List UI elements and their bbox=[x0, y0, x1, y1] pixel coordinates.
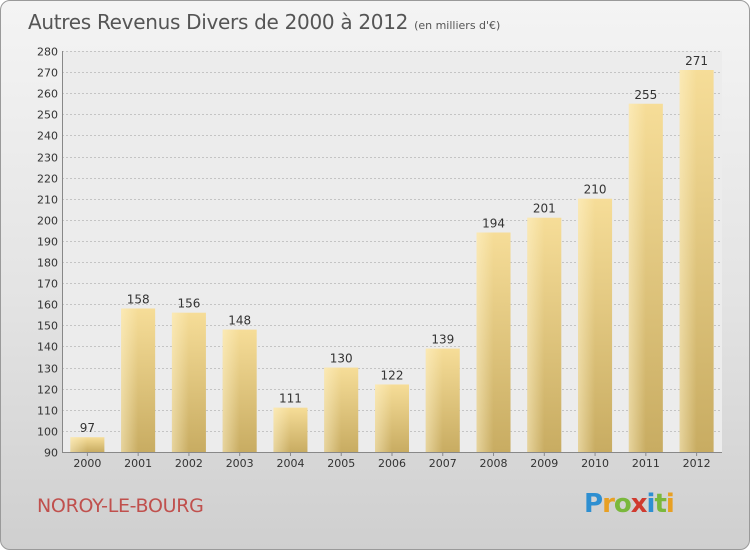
data-label: 210 bbox=[584, 183, 607, 197]
x-tick-label: 2005 bbox=[327, 457, 355, 470]
bar-highlight bbox=[324, 367, 342, 452]
logo-letter: P bbox=[584, 489, 603, 519]
y-tick-label: 220 bbox=[37, 173, 58, 186]
bar-highlight bbox=[578, 198, 596, 452]
x-tick-label: 2004 bbox=[276, 457, 304, 470]
proxiti-logo: Proxiti bbox=[584, 489, 675, 519]
data-label: 271 bbox=[685, 54, 708, 68]
logo-letter: i bbox=[646, 489, 656, 519]
data-label: 111 bbox=[279, 392, 302, 406]
y-tick-label: 150 bbox=[37, 320, 58, 333]
x-tick-label: 2007 bbox=[429, 457, 457, 470]
bar-highlight bbox=[70, 437, 88, 452]
data-label: 122 bbox=[381, 368, 404, 382]
y-tick-label: 270 bbox=[37, 67, 58, 80]
y-tick-label: 100 bbox=[37, 426, 58, 439]
x-tick-label: 2009 bbox=[530, 457, 558, 470]
data-label: 156 bbox=[177, 297, 200, 311]
y-tick-label: 90 bbox=[44, 447, 58, 460]
y-tick-label: 120 bbox=[37, 384, 58, 397]
bar-highlight bbox=[375, 384, 392, 452]
y-tick-label: 160 bbox=[37, 299, 58, 312]
data-label: 130 bbox=[330, 352, 353, 366]
data-label: 148 bbox=[228, 314, 251, 328]
y-tick-label: 140 bbox=[37, 341, 58, 354]
bar-highlight bbox=[527, 217, 545, 452]
bar-highlight bbox=[171, 312, 189, 452]
chart-subtitle: (en milliers d'€) bbox=[414, 19, 501, 32]
y-tick-label: 240 bbox=[37, 130, 58, 143]
x-tick-label: 2003 bbox=[226, 457, 254, 470]
y-tick-label: 230 bbox=[37, 152, 58, 165]
y-tick-label: 210 bbox=[37, 194, 58, 207]
logo-letter: i bbox=[665, 489, 675, 519]
bar-highlight bbox=[121, 308, 139, 452]
bar-highlight bbox=[425, 348, 443, 452]
data-label: 255 bbox=[634, 88, 657, 102]
logo-letter: t bbox=[654, 489, 666, 519]
logo-letter: x bbox=[630, 489, 648, 519]
bar-highlight bbox=[273, 407, 291, 452]
y-tick-label: 280 bbox=[37, 46, 58, 59]
y-tick-label: 260 bbox=[37, 88, 58, 101]
x-tick-label: 2008 bbox=[480, 457, 508, 470]
data-label: 139 bbox=[431, 333, 454, 347]
x-tick-label: 2012 bbox=[683, 457, 711, 470]
chart-title-text: Autres Revenus Divers de 2000 à 2012 bbox=[28, 10, 409, 34]
chart-title: Autres Revenus Divers de 2000 à 2012 (en … bbox=[28, 10, 500, 34]
bar-highlight bbox=[679, 69, 697, 452]
x-tick-label: 2002 bbox=[175, 457, 203, 470]
x-tick-label: 2001 bbox=[124, 457, 152, 470]
y-tick-label: 170 bbox=[37, 278, 58, 291]
data-label: 158 bbox=[127, 292, 150, 306]
y-tick-label: 130 bbox=[37, 363, 58, 376]
y-tick-label: 190 bbox=[37, 236, 58, 249]
place-name: NOROY-LE-BOURG bbox=[37, 495, 204, 517]
x-tick-label: 2006 bbox=[378, 457, 406, 470]
bar-highlight bbox=[222, 329, 240, 452]
bar-highlight bbox=[476, 232, 494, 452]
y-tick-label: 200 bbox=[37, 215, 58, 228]
x-tick-label: 2000 bbox=[73, 457, 101, 470]
logo-letter: r bbox=[602, 489, 615, 519]
y-tick-label: 250 bbox=[37, 109, 58, 122]
x-tick-label: 2010 bbox=[581, 457, 609, 470]
data-label: 201 bbox=[533, 202, 556, 216]
data-label: 97 bbox=[80, 421, 95, 435]
y-tick-label: 110 bbox=[37, 405, 58, 418]
data-label: 194 bbox=[482, 217, 505, 231]
y-tick-label: 180 bbox=[37, 257, 58, 270]
x-tick-label: 2011 bbox=[632, 457, 660, 470]
logo-letter: o bbox=[613, 489, 632, 519]
bar-highlight bbox=[628, 103, 646, 453]
